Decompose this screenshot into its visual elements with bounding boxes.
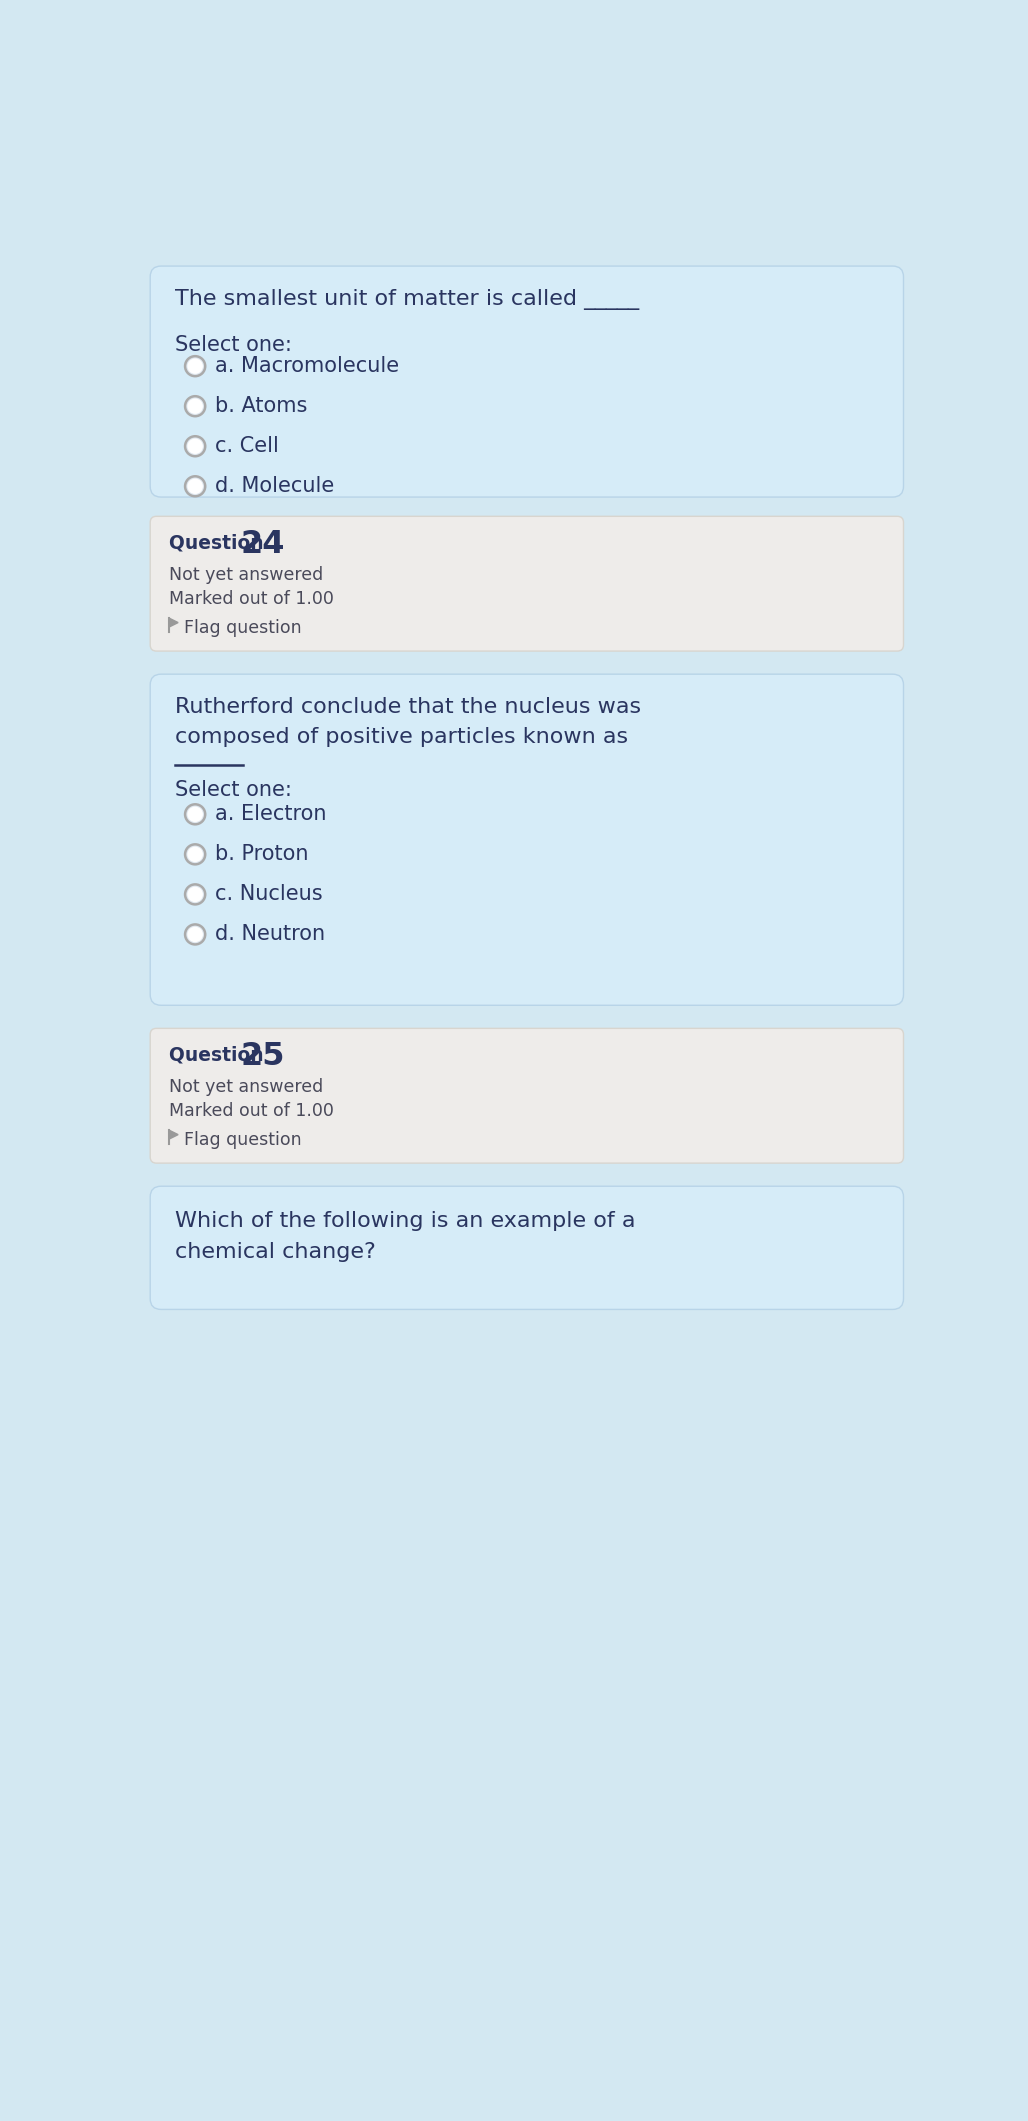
- Circle shape: [187, 358, 203, 373]
- Text: a. Electron: a. Electron: [215, 804, 327, 825]
- Polygon shape: [169, 1130, 178, 1139]
- Circle shape: [185, 477, 206, 496]
- Text: Question: Question: [169, 532, 270, 551]
- Circle shape: [185, 437, 206, 456]
- Text: Select one:: Select one:: [175, 335, 292, 356]
- FancyBboxPatch shape: [150, 1186, 904, 1309]
- Text: Not yet answered: Not yet answered: [169, 566, 323, 585]
- Polygon shape: [169, 617, 178, 628]
- Circle shape: [185, 804, 206, 825]
- Text: Rutherford conclude that the nucleus was: Rutherford conclude that the nucleus was: [175, 698, 641, 717]
- Text: b. Atoms: b. Atoms: [215, 397, 307, 416]
- Text: Question: Question: [169, 1046, 270, 1065]
- Text: b. Proton: b. Proton: [215, 844, 308, 865]
- Text: composed of positive particles known as: composed of positive particles known as: [175, 728, 628, 747]
- Circle shape: [187, 927, 203, 942]
- Circle shape: [185, 925, 206, 944]
- Text: a. Macromolecule: a. Macromolecule: [215, 356, 400, 375]
- Circle shape: [185, 397, 206, 416]
- Text: d. Neutron: d. Neutron: [215, 925, 326, 944]
- Text: Marked out of 1.00: Marked out of 1.00: [169, 590, 334, 609]
- Circle shape: [187, 439, 203, 454]
- Circle shape: [187, 479, 203, 494]
- Circle shape: [187, 846, 203, 861]
- Text: Not yet answered: Not yet answered: [169, 1077, 323, 1097]
- Circle shape: [185, 884, 206, 904]
- Text: Select one:: Select one:: [175, 781, 292, 800]
- Text: The smallest unit of matter is called _____: The smallest unit of matter is called __…: [175, 288, 639, 310]
- Text: Marked out of 1.00: Marked out of 1.00: [169, 1103, 334, 1120]
- Circle shape: [187, 399, 203, 414]
- Circle shape: [185, 844, 206, 865]
- Text: 25: 25: [241, 1041, 285, 1071]
- FancyBboxPatch shape: [150, 674, 904, 1005]
- FancyBboxPatch shape: [150, 265, 904, 496]
- Text: 24: 24: [241, 528, 285, 560]
- Text: c. Cell: c. Cell: [215, 437, 280, 456]
- Text: Flag question: Flag question: [184, 619, 302, 636]
- Text: chemical change?: chemical change?: [175, 1241, 376, 1262]
- Text: c. Nucleus: c. Nucleus: [215, 884, 323, 904]
- Text: d. Molecule: d. Molecule: [215, 477, 334, 496]
- Text: Which of the following is an example of a: Which of the following is an example of …: [175, 1211, 635, 1230]
- FancyBboxPatch shape: [150, 1029, 904, 1162]
- Circle shape: [187, 806, 203, 823]
- FancyBboxPatch shape: [150, 515, 904, 651]
- Text: Flag question: Flag question: [184, 1130, 302, 1150]
- Circle shape: [187, 887, 203, 901]
- Circle shape: [185, 356, 206, 375]
